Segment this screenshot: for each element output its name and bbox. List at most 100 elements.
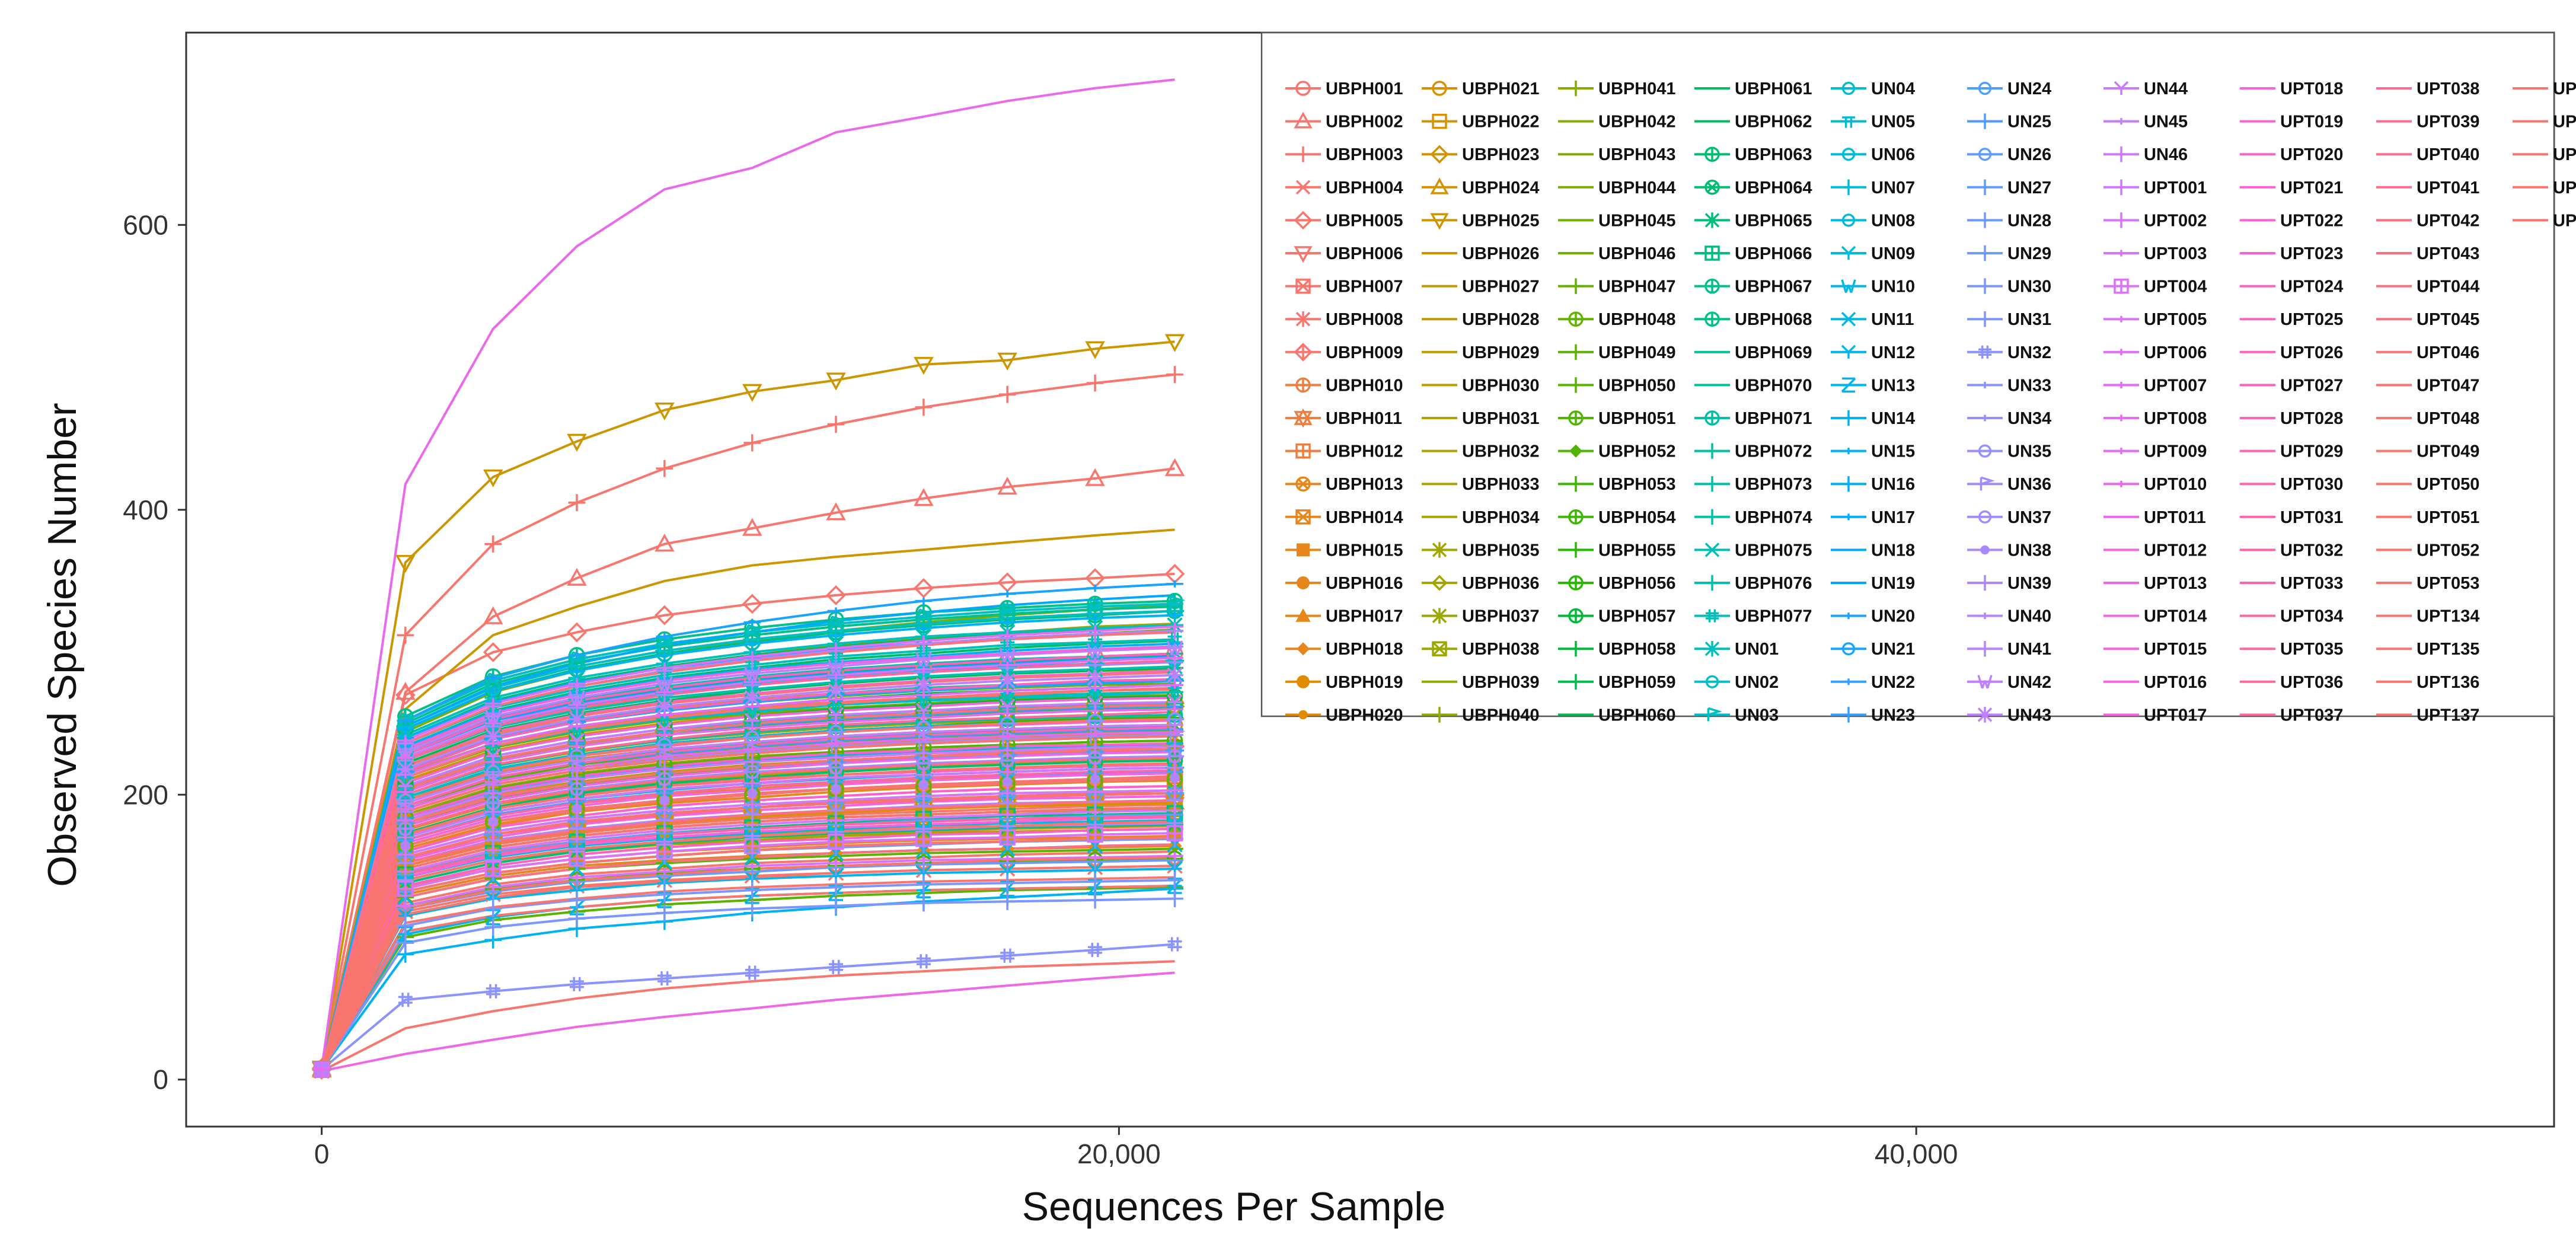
- legend-label: UBPH045: [1598, 211, 1676, 230]
- legend-label: UPT048: [2417, 409, 2479, 428]
- legend-label: UPT023: [2280, 244, 2343, 263]
- legend-label: UN37: [2007, 508, 2051, 527]
- legend-label: UBPH044: [1598, 178, 1676, 197]
- legend-label: UBPH024: [1462, 178, 1540, 197]
- legend-label: UBPH032: [1462, 442, 1540, 461]
- legend-label: UBPH067: [1735, 277, 1812, 296]
- legend-label: UN25: [2007, 113, 2051, 132]
- legend-item-ubph067: UBPH067: [1694, 277, 1812, 296]
- legend-label: UBPH009: [1326, 343, 1403, 362]
- legend-label: UBPH035: [1462, 541, 1540, 560]
- legend-label: UN43: [2007, 706, 2051, 725]
- y-axis-title: Observed Species Number: [40, 403, 85, 886]
- legend-item-ubph055: UBPH055: [1558, 541, 1676, 560]
- legend-item-ubph074: UBPH074: [1694, 508, 1812, 527]
- legend-key-marker: [1706, 312, 1719, 326]
- x-tick-label: 40,000: [1875, 1138, 1958, 1169]
- legend-label: UBPH055: [1598, 541, 1676, 560]
- legend-item-ubph059: UBPH059: [1558, 673, 1676, 692]
- data-point-un20-8: [999, 591, 1016, 598]
- legend-label: UBPH008: [1326, 310, 1403, 329]
- data-point-ubph003-3: [569, 494, 586, 511]
- legend-label: UPT010: [2144, 475, 2207, 494]
- legend-label: UBPH042: [1598, 113, 1676, 132]
- legend-item-ubph065: UBPH065: [1694, 211, 1812, 230]
- legend-label: UBPH063: [1735, 145, 1812, 164]
- legend-key-marker: [1569, 610, 1582, 623]
- legend-label: UBPH020: [1326, 706, 1403, 725]
- y-tick-label: 0: [153, 1064, 168, 1095]
- x-tick-label: 20,000: [1077, 1138, 1161, 1169]
- legend-label: UPT036: [2280, 673, 2343, 692]
- x-tick-label: 0: [314, 1138, 330, 1169]
- legend-label: UPT044: [2417, 277, 2479, 296]
- legend-item-ubph072: UBPH072: [1694, 442, 1812, 461]
- legend-label: UBPH075: [1735, 541, 1812, 560]
- legend-label: UN06: [1871, 145, 1915, 164]
- legend-label: UBPH014: [1326, 508, 1403, 527]
- legend-label: UPT041: [2417, 178, 2479, 197]
- data-point-ubph003-7: [915, 398, 933, 416]
- legend-label: UPT012: [2144, 541, 2207, 560]
- legend-label: UPT016: [2144, 673, 2207, 692]
- legend-label: UN29: [2007, 244, 2051, 263]
- legend-key-marker: [1569, 412, 1582, 425]
- legend-item-upt004: UPT004: [2103, 277, 2207, 296]
- legend-key-marker: [1704, 212, 1720, 228]
- legend-item-ubph003: UBPH003: [1285, 145, 1403, 164]
- legend-label: UBPH013: [1326, 475, 1403, 494]
- data-point-un43-7: [915, 677, 933, 694]
- legend-label: UPT006: [2144, 343, 2207, 362]
- legend-label: UBPH061: [1735, 79, 1812, 98]
- legend-item-ubph048: UBPH048: [1558, 310, 1676, 329]
- legend-label: UPT022: [2280, 211, 2343, 230]
- legend-label: UN39: [2007, 574, 2051, 593]
- legend-label: UBPH074: [1735, 508, 1812, 527]
- legend-label: UBPH046: [1598, 244, 1676, 263]
- legend-label: UPT038: [2417, 79, 2479, 98]
- legend-label: UBPH043: [1598, 145, 1676, 164]
- legend-label: UBPH077: [1735, 607, 1812, 626]
- legend-key-marker: [1298, 710, 1307, 719]
- data-point-un20-7: [915, 598, 933, 605]
- legend-item-ubph022: UBPH022: [1422, 113, 1540, 132]
- legend-label: UPT139: [2553, 113, 2576, 132]
- legend-label: UBPH056: [1598, 574, 1676, 593]
- legend-label: UPT025: [2280, 310, 2343, 329]
- legend-label: UN45: [2144, 113, 2188, 132]
- legend-label: UPT009: [2144, 442, 2207, 461]
- legend-key-marker: [1295, 311, 1311, 327]
- legend-item-ubph012: UBPH012: [1285, 442, 1403, 461]
- y-tick-label: 400: [123, 495, 168, 525]
- legend-label: UBPH022: [1462, 113, 1540, 132]
- legend-label: UN28: [2007, 211, 2051, 230]
- legend-label: UPT037: [2280, 706, 2343, 725]
- legend-label: UBPH038: [1462, 640, 1540, 659]
- legend-label: UN01: [1735, 640, 1779, 659]
- legend-label: UBPH070: [1735, 376, 1812, 395]
- legend-label: UN27: [2007, 178, 2051, 197]
- legend-item-ubph047: UBPH047: [1558, 277, 1676, 296]
- legend-label: UBPH015: [1326, 541, 1403, 560]
- legend-label: UPT014: [2144, 607, 2207, 626]
- legend-label: UN44: [2144, 79, 2188, 98]
- y-tick-label: 600: [123, 209, 168, 240]
- legend-item-ubph037: UBPH037: [1422, 607, 1540, 626]
- legend-label: UPT034: [2280, 607, 2343, 626]
- legend-key-marker: [1706, 280, 1719, 293]
- legend-label: UN40: [2007, 607, 2051, 626]
- legend-label: UPT046: [2417, 343, 2479, 362]
- legend-label: UN10: [1871, 277, 1915, 296]
- legend-label: UN33: [2007, 376, 2051, 395]
- legend-item-ubph036: UBPH036: [1422, 574, 1540, 593]
- data-point-ubph003-9: [1087, 375, 1104, 392]
- legend-label: UPT045: [2417, 310, 2479, 329]
- legend-item-ubph071: UBPH071: [1694, 409, 1812, 428]
- legend-label: UBPH039: [1462, 673, 1540, 692]
- legend-key-marker: [1297, 543, 1310, 556]
- legend-label: UBPH041: [1598, 79, 1676, 98]
- legend-label: UBPH027: [1462, 277, 1540, 296]
- legend-item-ubph050: UBPH050: [1558, 376, 1676, 395]
- legend-item-ubph013: UBPH013: [1285, 475, 1403, 494]
- legend-label: UN41: [2007, 640, 2051, 659]
